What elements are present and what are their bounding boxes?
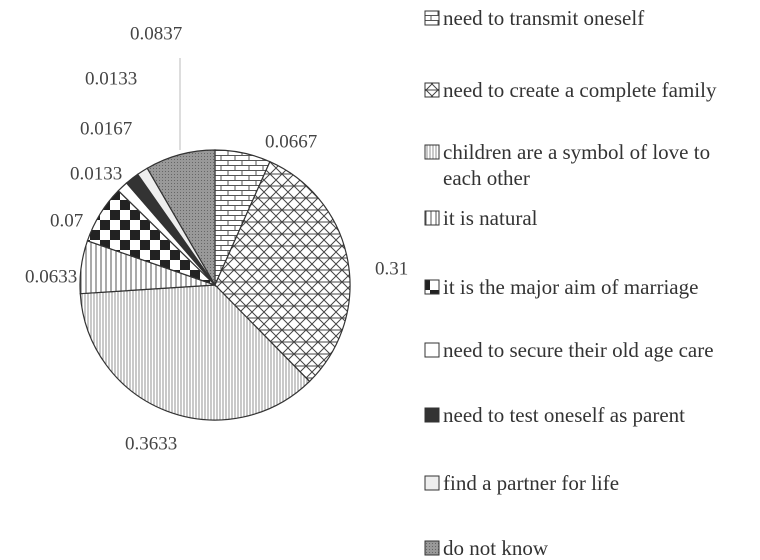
legend-label: need to test oneself as parent <box>443 403 685 427</box>
data-label: 0.0667 <box>265 131 317 152</box>
pie-slice <box>79 284 311 421</box>
legend-swatch <box>424 475 440 491</box>
data-label: 0.3633 <box>125 433 177 454</box>
legend-swatch <box>424 407 440 423</box>
data-label: 0.31 <box>375 258 408 279</box>
legend-label: find a partner for life <box>443 471 620 495</box>
data-label: 0.0837 <box>130 23 182 44</box>
legend-label: it is the major aim of marriage <box>443 275 699 299</box>
legend-label: children are a symbol of love to each ot… <box>443 140 711 190</box>
data-label: 0.0133 <box>85 68 137 89</box>
legend-swatch <box>424 82 440 98</box>
legend-label: it is natural <box>443 206 538 230</box>
legend-label: need to create a complete family <box>443 78 717 102</box>
legend-swatch <box>424 10 440 26</box>
legend-label: need to transmit oneself <box>443 6 645 30</box>
pie-slice <box>214 160 351 383</box>
data-label: 0.07 <box>50 210 83 231</box>
data-label: 0.0167 <box>80 118 132 139</box>
legend-label: need to secure their old age care <box>443 338 714 362</box>
legend-swatch <box>424 342 440 358</box>
legend-swatch <box>424 210 440 226</box>
legend-label: do not know <box>443 536 548 560</box>
data-label: 0.0133 <box>70 163 122 184</box>
data-label: 0.0633 <box>25 266 77 287</box>
legend-swatch <box>424 540 440 556</box>
pie-slice <box>146 149 216 288</box>
legend-swatch <box>424 279 440 295</box>
legend-swatch <box>424 144 440 160</box>
